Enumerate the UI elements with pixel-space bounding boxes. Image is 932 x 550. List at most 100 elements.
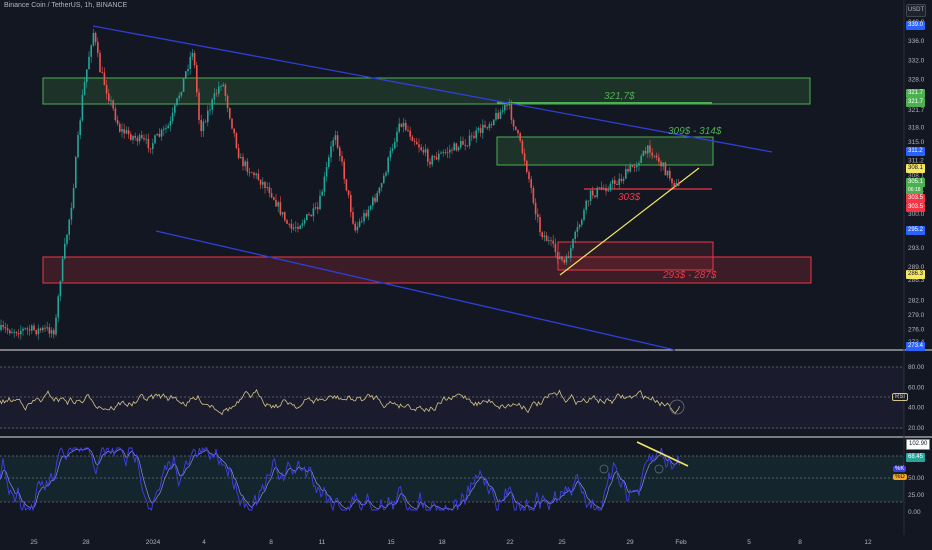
candle-body bbox=[193, 53, 196, 66]
stoch-tick-label: 25.00 bbox=[908, 492, 925, 499]
resistance-zone-309-314[interactable] bbox=[496, 136, 714, 166]
candle-body bbox=[42, 327, 44, 331]
candle-body bbox=[189, 56, 191, 69]
candle-body bbox=[0, 325, 2, 330]
candle-body bbox=[277, 202, 279, 207]
candle-body bbox=[314, 207, 317, 209]
candle-body bbox=[66, 234, 68, 244]
candle-body bbox=[160, 129, 163, 137]
candle-body bbox=[363, 213, 365, 222]
candle-body bbox=[405, 122, 407, 130]
candle-body bbox=[81, 94, 84, 121]
candle-body bbox=[202, 121, 205, 132]
resistance-label: 321,7$ bbox=[604, 91, 635, 102]
candle-body bbox=[336, 135, 339, 148]
price-badge-r2: 311.2 bbox=[906, 147, 925, 156]
price-tick-label: 289.0 bbox=[908, 264, 925, 271]
candle-body bbox=[671, 178, 673, 184]
candle-body bbox=[147, 138, 150, 149]
rsi-axis[interactable]: 80.00 60.00 40.00 20.00 bbox=[908, 364, 925, 432]
candle-body bbox=[378, 187, 381, 193]
candle-body bbox=[233, 128, 235, 134]
candle-body bbox=[325, 167, 328, 177]
candle-body bbox=[152, 143, 154, 149]
candle-body bbox=[482, 124, 484, 133]
candle-body bbox=[385, 172, 387, 176]
price-badge-s3: 273.4 bbox=[906, 342, 926, 351]
stoch-d-tag[interactable]: %D bbox=[893, 474, 907, 480]
candle-body bbox=[589, 190, 592, 202]
candle-body bbox=[171, 112, 174, 121]
candle-body bbox=[306, 214, 308, 221]
candle-body bbox=[501, 110, 504, 112]
candle-body bbox=[46, 327, 48, 329]
rsi-legend-tag[interactable]: RSI bbox=[892, 393, 909, 401]
candle-body bbox=[572, 238, 574, 249]
candle-body bbox=[251, 172, 253, 174]
channel-lower-line[interactable] bbox=[155, 230, 676, 351]
candle-body bbox=[125, 130, 128, 134]
candle-body bbox=[367, 209, 370, 217]
candle-body bbox=[99, 52, 101, 73]
candle-body bbox=[537, 214, 539, 218]
candle-body bbox=[253, 172, 255, 176]
candle-body bbox=[508, 104, 510, 106]
price-badge-current: 305.1 bbox=[906, 178, 926, 187]
resistance-zone-top[interactable] bbox=[42, 77, 811, 105]
price-badge-s2: 286.3 bbox=[906, 270, 926, 279]
support-zone-label: 293$ - 287$ bbox=[663, 270, 717, 281]
candle-body bbox=[598, 187, 601, 189]
candle-body bbox=[323, 176, 326, 192]
time-label: 28 bbox=[82, 539, 90, 546]
candle-body bbox=[585, 200, 587, 210]
candle-body bbox=[396, 131, 398, 142]
support-zone-inner[interactable] bbox=[557, 241, 714, 271]
candle-body bbox=[387, 157, 389, 173]
candle-body bbox=[587, 200, 590, 202]
candle-body bbox=[64, 243, 66, 259]
candle-body bbox=[246, 161, 249, 172]
candle-body bbox=[240, 156, 242, 159]
candle-body bbox=[669, 170, 671, 179]
candle-body bbox=[521, 140, 524, 154]
channel-upper-line[interactable] bbox=[92, 25, 773, 153]
candle-body bbox=[11, 332, 13, 334]
stoch-k-tag[interactable]: %K bbox=[893, 466, 907, 472]
candle-body bbox=[647, 145, 649, 154]
candle-body bbox=[105, 85, 108, 94]
candle-body bbox=[132, 135, 134, 140]
candle-body bbox=[191, 53, 194, 57]
candle-body bbox=[380, 183, 383, 188]
candle-body bbox=[449, 149, 451, 153]
candle-body bbox=[565, 256, 568, 263]
candle-body bbox=[220, 86, 222, 87]
candle-body bbox=[28, 329, 31, 331]
stoch-axis[interactable]: 50.00 25.00 0.00 bbox=[908, 475, 925, 516]
candle-body bbox=[231, 118, 233, 129]
candle-body bbox=[528, 172, 530, 180]
candle-body bbox=[174, 105, 176, 113]
candle-body bbox=[176, 98, 178, 106]
candle-body bbox=[127, 130, 130, 135]
candle-body bbox=[488, 124, 491, 129]
candle-body bbox=[303, 220, 306, 224]
price-badge-countdown: 06:18 bbox=[906, 186, 923, 195]
candle-body bbox=[185, 71, 187, 78]
candle-body bbox=[479, 128, 482, 133]
candle-body bbox=[134, 135, 136, 138]
candle-body bbox=[286, 220, 288, 224]
candle-body bbox=[574, 231, 576, 239]
candle-body bbox=[556, 252, 559, 259]
price-badge-303b: 303.5 bbox=[906, 203, 926, 212]
candle-body bbox=[24, 328, 26, 330]
candle-body bbox=[154, 135, 156, 144]
candle-body bbox=[389, 150, 392, 158]
candle-body bbox=[26, 328, 29, 330]
candle-body bbox=[209, 109, 211, 111]
currency-button[interactable]: USDT bbox=[906, 4, 926, 17]
candle-body bbox=[257, 173, 260, 180]
rsi-tick-label: 20.00 bbox=[908, 425, 925, 432]
stoch-divergence-line[interactable] bbox=[636, 441, 689, 467]
candle-body bbox=[596, 188, 598, 197]
